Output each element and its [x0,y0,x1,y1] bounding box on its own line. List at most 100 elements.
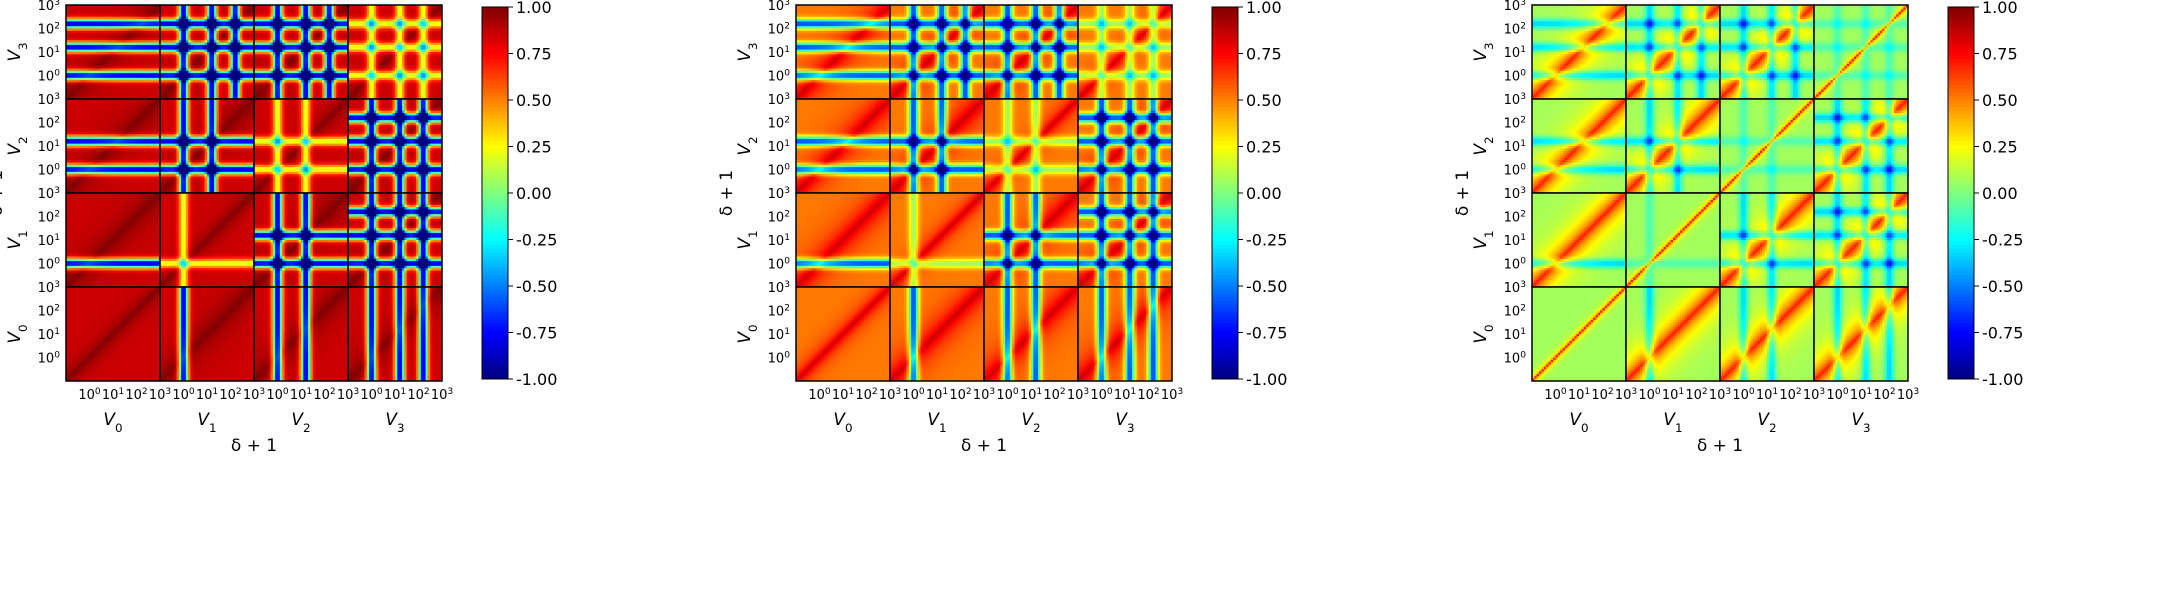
heatmap-pixel [118,33,121,36]
heatmap-pixel [155,50,158,53]
heatmap-pixel [71,78,74,81]
heatmap-pixel [78,31,81,34]
heatmap-pixel [68,57,71,60]
heatmap-pixel [73,73,76,76]
heatmap-pixel [82,40,85,43]
heatmap-pixel [101,61,104,64]
heatmap-pixel [115,94,118,97]
heatmap-pixel [125,54,128,57]
heatmap-pixel [80,45,83,48]
heatmap-pixel [106,54,109,57]
heatmap-pixel [202,7,205,10]
heatmap-pixel [111,52,114,55]
heatmap-pixel [148,43,151,46]
heatmap-pixel [176,7,179,10]
heatmap-pixel [90,26,93,29]
heatmap-pixel [108,45,111,48]
heatmap-pixel [78,7,81,10]
heatmap-pixel [146,24,149,27]
heatmap-pixel [75,33,78,36]
heatmap-pixel [78,71,81,74]
heatmap-pixel [144,17,147,20]
heatmap-pixel [82,80,85,83]
heatmap-pixel [148,78,151,81]
heatmap-pixel [125,68,128,71]
heatmap-pixel [99,31,102,34]
heatmap-pixel [90,12,93,15]
heatmap-pixel [111,94,114,97]
heatmap-pixel [127,54,130,57]
heatmap-pixel [139,19,142,22]
heatmap-pixel [108,57,111,60]
heatmap-pixel [120,31,123,34]
heatmap-pixel [99,68,102,71]
heatmap-pixel [129,40,132,43]
heatmap-pixel [99,83,102,86]
heatmap-pixel [129,54,132,57]
heatmap-pixel [104,68,107,71]
heatmap-pixel [104,19,107,22]
heatmap-pixel [155,17,158,20]
heatmap-pixel [125,66,128,69]
heatmap-pixel [92,24,95,27]
heatmap-pixel [75,7,78,10]
heatmap-pixel [120,59,123,62]
heatmap-pixel [137,45,140,48]
heatmap-pixel [99,17,102,20]
heatmap-pixel [146,33,149,36]
heatmap-pixel [85,85,88,88]
heatmap-pixel [87,33,90,36]
heatmap-pixel [127,85,130,88]
heatmap-pixel [82,17,85,20]
heatmap-pixel [111,29,114,32]
heatmap-pixel [101,78,104,81]
heatmap-pixel [92,64,95,67]
heatmap-pixel [111,12,114,15]
heatmap-pixel [115,38,118,41]
heatmap-pixel [108,94,111,97]
heatmap-pixel [78,92,81,95]
heatmap-pixel [134,80,137,83]
heatmap-pixel [122,38,125,41]
heatmap-pixel [155,31,158,34]
heatmap-pixel [71,94,74,97]
heatmap-pixel [78,21,81,24]
heatmap-pixel [139,59,142,62]
heatmap-pixel [129,29,132,32]
heatmap-pixel [75,24,78,27]
heatmap-pixel [127,17,130,20]
heatmap-pixel [73,10,76,13]
heatmap-pixel [120,83,123,86]
heatmap-pixel [99,14,102,17]
heatmap-pixel [122,68,125,71]
heatmap-pixel [134,21,137,24]
heatmap-pixel [82,21,85,24]
heatmap-pixel [151,80,154,83]
heatmap-pixel [120,71,123,74]
heatmap-pixel [73,45,76,48]
heatmap-pixel [141,92,144,95]
heatmap-pixel [113,10,116,13]
heatmap-pixel [129,36,132,39]
heatmap-pixel [141,43,144,46]
heatmap-pixel [139,24,142,27]
heatmap-pixel [111,85,114,88]
heatmap-pixel [90,45,93,48]
heatmap-pixel [92,12,95,15]
heatmap-pixel [137,80,140,83]
heatmap-pixel [92,71,95,74]
heatmap-pixel [134,40,137,43]
heatmap-pixel [82,50,85,53]
heatmap-pixel [139,80,142,83]
heatmap-pixel [139,78,142,81]
heatmap-pixel [104,52,107,55]
heatmap-pixel [141,12,144,15]
heatmap-pixel [139,92,142,95]
heatmap-pixel [118,36,121,39]
heatmap-pixel [73,36,76,39]
heatmap-pixel [146,64,149,67]
heatmap-pixel [144,85,147,88]
heatmap-pixel [92,14,95,17]
heatmap-pixel [139,90,142,93]
heatmap-pixel [94,26,97,29]
